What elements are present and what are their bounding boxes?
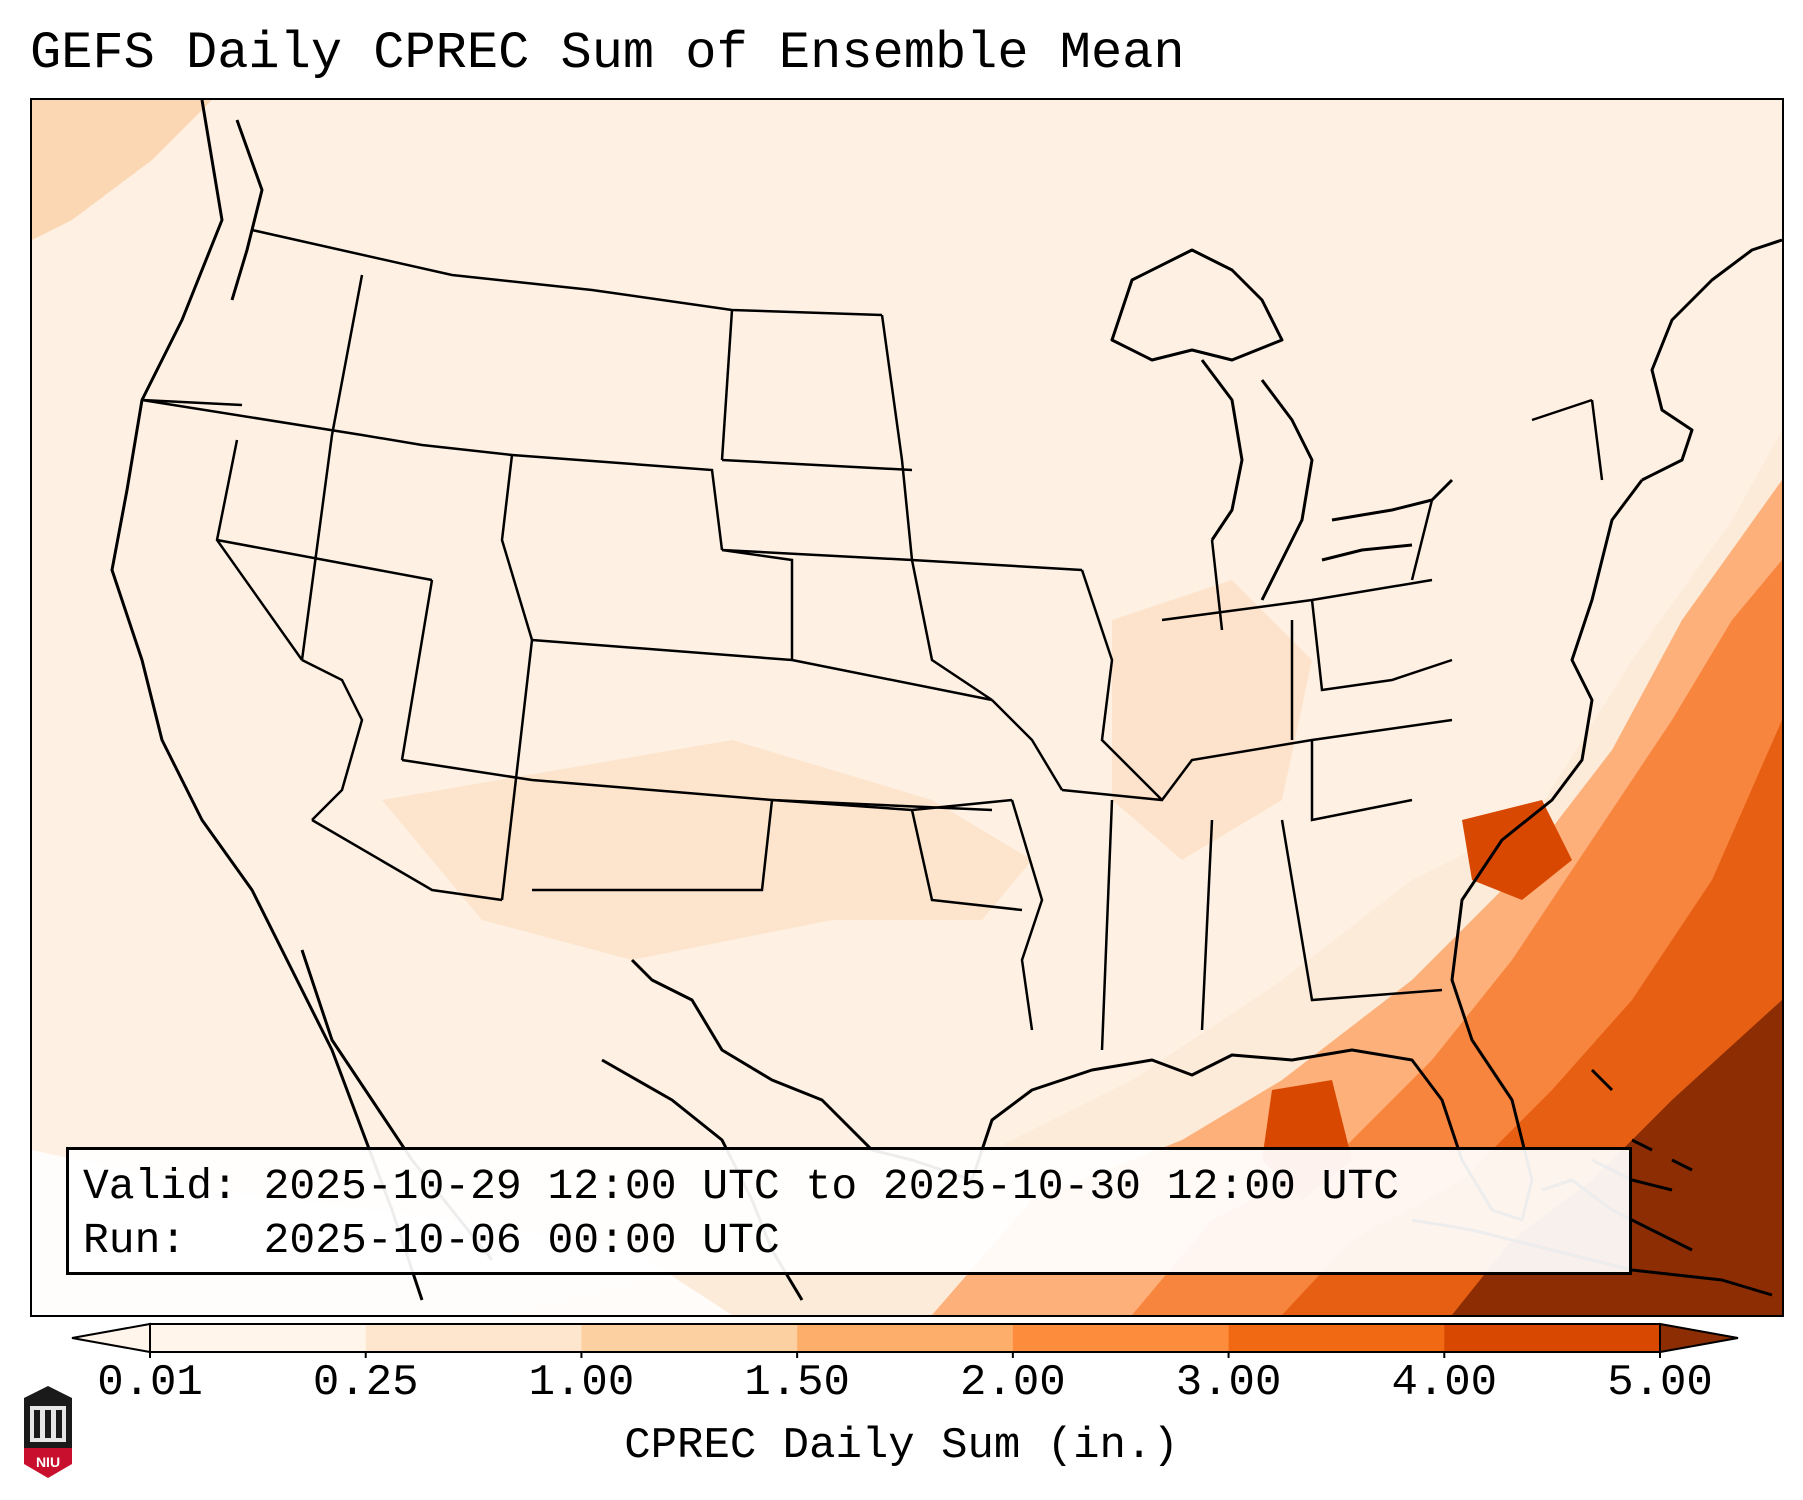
colorbar-tick-label: 1.00 — [528, 1358, 635, 1408]
colorbar-segment — [1444, 1324, 1661, 1352]
state-borders — [141, 228, 1604, 1051]
colorbar-tick-label: 5.00 — [1607, 1358, 1713, 1408]
colorbar-segment — [1228, 1324, 1445, 1352]
colorbar — [71, 1322, 1739, 1358]
colorbar-tick-label: 0.25 — [312, 1358, 419, 1408]
precip-map — [30, 98, 1784, 1317]
map-svg — [32, 100, 1782, 1315]
colorbar-segment — [581, 1324, 798, 1352]
colorbar-segment — [365, 1324, 582, 1352]
colorbar-tick-label: 3.00 — [1175, 1358, 1282, 1408]
colorbar-tick-label: 2.00 — [960, 1358, 1066, 1408]
niu-logo-icon: NIU — [20, 1384, 76, 1485]
valid-line: Valid: 2025-10-29 12:00 UTC to 2025-10-3… — [83, 1162, 1400, 1211]
colorbar-label: CPREC Daily Sum (in.) — [624, 1421, 1179, 1471]
colorbar-segment — [797, 1324, 1014, 1352]
colorbar-segment — [150, 1324, 367, 1352]
valid-time-box: Valid: 2025-10-29 12:00 UTC to 2025-10-3… — [66, 1147, 1632, 1275]
logo-text: NIU — [36, 1454, 60, 1470]
colorbar-segment — [1012, 1324, 1230, 1352]
page-title: GEFS Daily CPREC Sum of Ensemble Mean — [30, 24, 1185, 83]
colorbar-outline — [149, 1323, 1661, 1353]
run-line: Run: 2025-10-06 00:00 UTC — [83, 1216, 780, 1265]
colorbar-tick-label: 1.50 — [744, 1358, 850, 1408]
colorbar-tick-label: 0.01 — [97, 1358, 203, 1408]
colorbar-tick-label: 4.00 — [1391, 1358, 1498, 1408]
colorbar-extend-high — [1659, 1322, 1739, 1354]
colorbar-extend-low — [71, 1322, 151, 1354]
